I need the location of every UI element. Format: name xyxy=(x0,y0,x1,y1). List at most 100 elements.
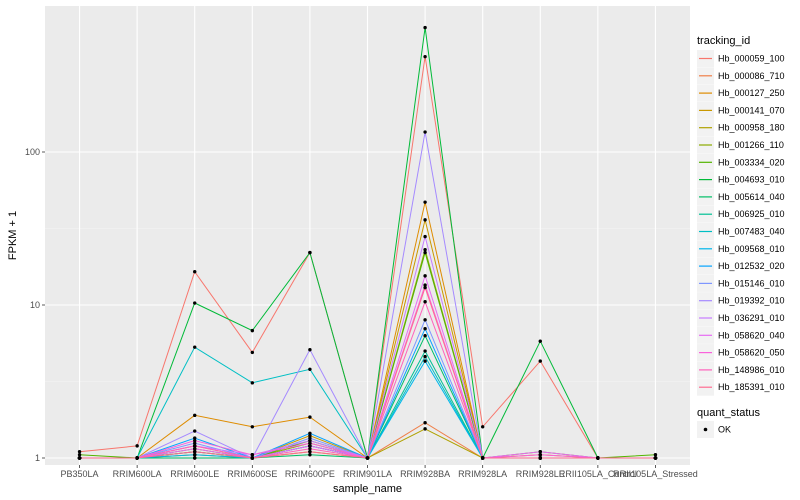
data-point xyxy=(538,449,542,454)
x-tick-label: RRIM901LA xyxy=(343,469,392,479)
data-point xyxy=(480,425,485,429)
data-point xyxy=(365,456,370,460)
data-point xyxy=(423,247,427,252)
data-point xyxy=(423,218,427,222)
legend-label: Hb_019392_010 xyxy=(718,296,785,306)
data-point xyxy=(250,456,255,460)
data-point xyxy=(308,447,312,451)
legend2-title: quant_status xyxy=(697,407,760,419)
data-point xyxy=(77,456,82,460)
legend-label: Hb_000141_070 xyxy=(718,105,785,115)
legend-label: Hb_015146_010 xyxy=(718,278,785,288)
data-point xyxy=(193,441,197,445)
legend-label: Hb_004693_010 xyxy=(718,175,785,185)
data-point xyxy=(308,433,312,438)
data-point xyxy=(653,453,658,457)
data-point xyxy=(308,453,312,457)
legend-label: Hb_000059_100 xyxy=(718,54,785,64)
legend-label: Hb_058620_040 xyxy=(718,330,785,340)
x-tick-label: RRIM600SE xyxy=(227,469,277,479)
data-point xyxy=(77,449,82,454)
legend-label: Hb_148986_010 xyxy=(718,365,785,375)
data-point xyxy=(423,326,427,331)
data-point xyxy=(193,429,197,433)
x-tick-label: RRIM928LE xyxy=(516,469,565,479)
data-point xyxy=(480,456,485,460)
data-point xyxy=(423,25,427,30)
data-point xyxy=(308,438,312,443)
data-point xyxy=(423,54,427,59)
y-axis-title: FPKM + 1 xyxy=(7,211,19,260)
data-point xyxy=(423,349,427,353)
data-point xyxy=(308,250,312,255)
legend-label: Hb_001266_110 xyxy=(718,140,784,150)
legend2-label: OK xyxy=(718,425,731,435)
x-tick-label: RRIM600LA xyxy=(113,469,162,479)
data-point xyxy=(423,427,427,431)
data-point xyxy=(193,453,197,457)
data-point xyxy=(308,444,312,448)
data-point xyxy=(250,453,255,457)
legend-quant-status: quant_status OK xyxy=(697,407,760,438)
data-point xyxy=(423,421,427,425)
legend-label: Hb_036291_010 xyxy=(718,313,785,323)
y-axis: 1 10 100 xyxy=(25,147,45,463)
legend-label: Hb_000958_180 xyxy=(718,123,785,133)
data-point xyxy=(308,449,312,454)
data-point xyxy=(193,438,197,443)
data-point xyxy=(538,359,542,363)
data-point xyxy=(250,425,255,429)
data-point xyxy=(193,449,197,454)
data-point xyxy=(250,381,255,385)
legend-title: tracking_id xyxy=(697,35,750,47)
data-point xyxy=(193,436,197,440)
legend-label: Hb_058620_050 xyxy=(718,348,785,358)
data-point xyxy=(193,345,197,349)
data-point xyxy=(423,274,427,278)
x-tick-label: RRIM928LA xyxy=(458,469,507,479)
data-point xyxy=(423,334,427,338)
legend-label: Hb_000086_710 xyxy=(718,71,785,81)
data-point xyxy=(653,456,658,460)
legend2-key-point xyxy=(703,427,708,432)
legend-tracking-id: tracking_id Hb_000059_100 Hb_000086_710 Hb… xyxy=(697,35,785,396)
data-point xyxy=(308,436,312,440)
data-point xyxy=(423,318,427,322)
legend-label: Hb_009568_010 xyxy=(718,244,785,254)
data-point xyxy=(423,200,427,204)
data-point xyxy=(423,300,427,304)
data-point xyxy=(250,350,255,355)
data-point xyxy=(538,453,542,457)
legend-label: Hb_185391_010 xyxy=(718,382,785,392)
data-point xyxy=(193,301,197,305)
x-tick-label: RRIM600PE xyxy=(285,469,335,479)
data-point xyxy=(423,234,427,239)
data-point xyxy=(423,285,427,290)
data-point xyxy=(308,367,312,371)
data-point xyxy=(538,456,542,460)
data-points xyxy=(77,25,658,460)
data-point xyxy=(596,456,600,460)
data-point xyxy=(423,283,427,287)
x-tick-label: RRII105LA_Stressed xyxy=(613,469,698,479)
data-point xyxy=(193,456,197,460)
y-tick-label: 10 xyxy=(30,300,40,310)
x-axis: PB350LA RRIM600LA RRIM600LE RRIM600SE RRIM60… xyxy=(61,465,698,479)
x-axis-title: sample_name xyxy=(333,483,402,495)
data-point xyxy=(538,339,542,343)
legend-label: Hb_007483_040 xyxy=(718,227,785,237)
data-point xyxy=(308,348,312,352)
data-point xyxy=(423,130,427,134)
legend-label: Hb_006925_010 xyxy=(718,209,785,219)
x-tick-label: RRIM600LE xyxy=(170,469,219,479)
data-point xyxy=(308,431,312,436)
y-tick-label: 1 xyxy=(35,453,40,463)
data-point xyxy=(423,250,427,255)
legend-label: Hb_000127_250 xyxy=(718,88,785,98)
x-tick-label: PB350LA xyxy=(61,469,99,479)
data-point xyxy=(308,441,312,445)
data-point xyxy=(193,447,197,451)
data-point xyxy=(308,415,312,419)
data-point xyxy=(135,444,139,448)
